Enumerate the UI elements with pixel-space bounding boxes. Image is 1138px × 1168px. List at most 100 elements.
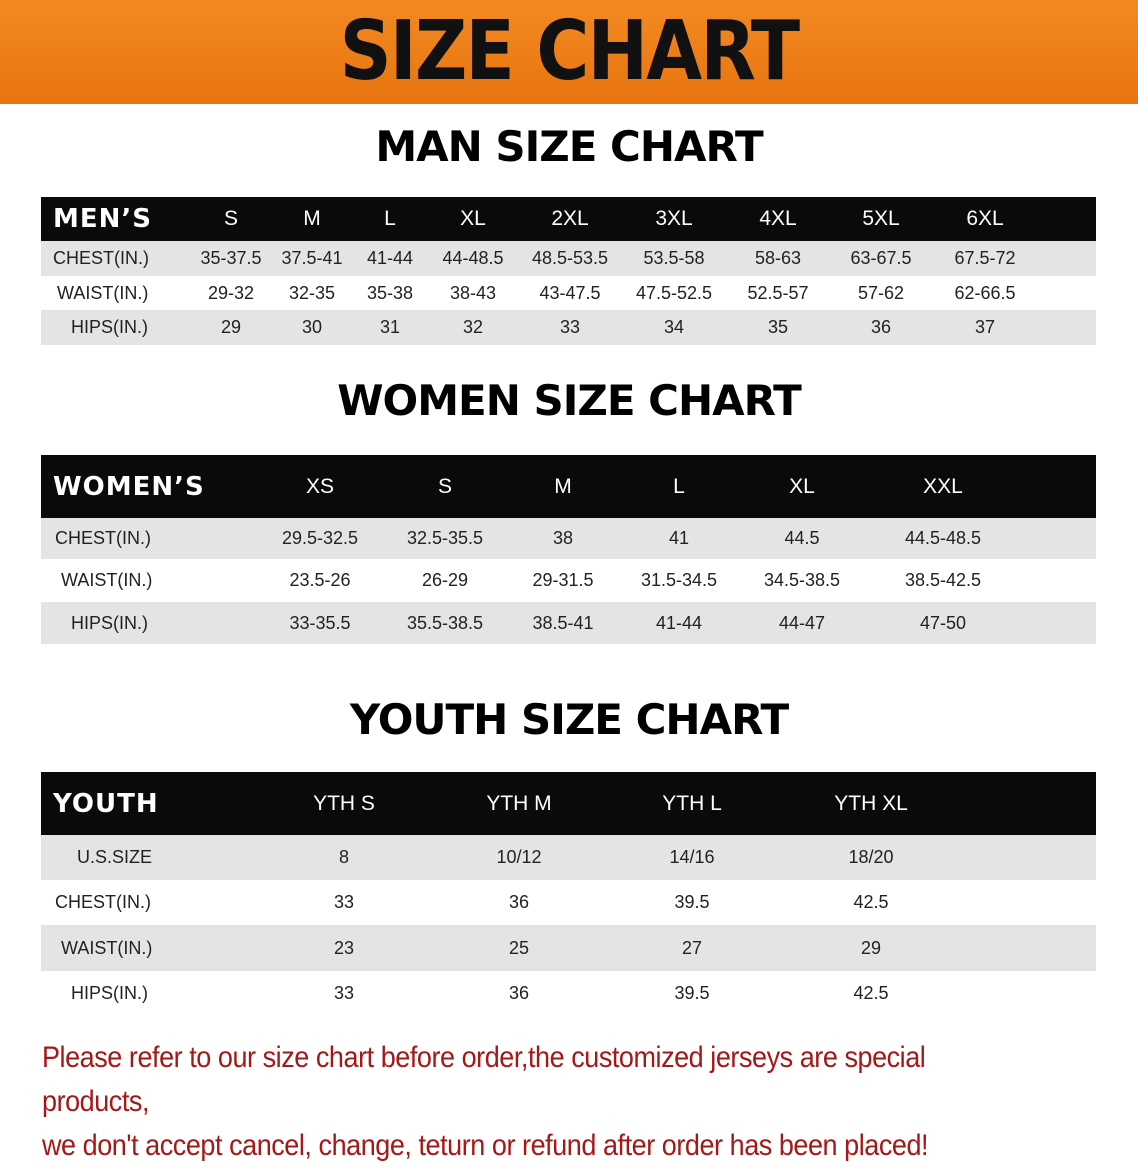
size-value: 44.5-48.5 xyxy=(904,528,982,548)
size-value: 52.5-57 xyxy=(747,282,809,303)
size-value: 27 xyxy=(681,937,703,958)
size-value: YTH XL xyxy=(834,791,908,815)
row-label: MEN’S xyxy=(53,204,152,234)
row-label: CHEST(IN.) xyxy=(55,892,151,912)
size-value: XL xyxy=(460,207,486,230)
size-value: 39.5 xyxy=(674,983,710,1003)
size-value: XS xyxy=(305,474,335,498)
size-value: 10/12 xyxy=(496,847,542,867)
order-notice: Please refer to our size chart before or… xyxy=(42,1036,1014,1168)
size-value: 58-63 xyxy=(754,248,802,268)
size-value: 33 xyxy=(559,317,581,337)
size-value: 4XL xyxy=(759,207,797,230)
size-value: 62-66.5 xyxy=(954,282,1016,303)
size-value: 53.5-58 xyxy=(643,248,705,268)
size-value: 18/20 xyxy=(848,847,894,867)
table-row: WAIST(IN.) 23 25 27 29 xyxy=(41,925,1096,971)
table-row: CHEST(IN.) 33 36 39.5 42.5 xyxy=(41,880,1096,925)
size-value: 47-50 xyxy=(919,612,967,633)
size-value: 36 xyxy=(870,317,892,337)
size-value: 26-29 xyxy=(421,570,469,590)
notice-line: Please refer to our size chart before or… xyxy=(42,1041,926,1118)
size-value: 44-47 xyxy=(778,612,826,633)
size-value: 32-35 xyxy=(288,282,336,303)
row-label: HIPS(IN.) xyxy=(71,983,149,1003)
header-row: WOMEN’S XS S M L XL XXL xyxy=(41,455,1096,518)
youth-size-table: YOUTH YTH S YTH M YTH L YTH XL U.S.SIZE 8 10/12… xyxy=(41,772,1096,1016)
size-value: 5XL xyxy=(862,207,900,230)
size-value: 29-31.5 xyxy=(532,570,594,590)
header-row: MEN’S S M L XL 2XL 3XL 4XL 5XL 6XL xyxy=(41,197,1096,241)
table-row: CHEST(IN.) 35-37.5 37.5-41 41-44 44-48.5 48.5… xyxy=(41,241,1096,276)
row-label: WAIST(IN.) xyxy=(61,570,153,590)
size-value: 29 xyxy=(860,937,882,958)
size-value: 39.5 xyxy=(674,892,710,912)
size-value: S xyxy=(223,207,239,230)
size-value: 48.5-53.5 xyxy=(531,248,609,268)
size-value: 37 xyxy=(974,317,996,337)
size-value: 33 xyxy=(333,983,355,1003)
row-label: HIPS(IN.) xyxy=(71,317,149,337)
size-value: 43-47.5 xyxy=(539,282,601,303)
size-value: 38.5-41 xyxy=(532,612,594,633)
table-row: CHEST(IN.) 29.5-32.5 32.5-35.5 38 41 44.5 44.5… xyxy=(41,518,1096,559)
size-value: 47.5-52.5 xyxy=(635,282,713,303)
size-value: 67.5-72 xyxy=(954,248,1016,268)
row-label: CHEST(IN.) xyxy=(53,248,149,268)
header-row: YOUTH YTH S YTH M YTH L YTH XL xyxy=(41,772,1096,835)
table-row: HIPS(IN.) 33-35.5 35.5-38.5 38.5-41 41-44 44-… xyxy=(41,602,1096,644)
size-value: 29.5-32.5 xyxy=(281,528,359,548)
size-value: YTH S xyxy=(313,791,375,815)
size-value: 36 xyxy=(508,983,530,1003)
size-value: 6XL xyxy=(966,207,1004,230)
size-value: 14/16 xyxy=(669,847,715,867)
size-value: 44.5 xyxy=(784,528,820,548)
women-size-table: WOMEN’S XS S M L XL XXL CHEST(IN.) 29.5-32.5 32.5… xyxy=(41,455,1096,644)
youth-title: YOUTH SIZE CHART xyxy=(349,695,789,744)
size-value: 32 xyxy=(462,317,484,337)
size-value: 38.5-42.5 xyxy=(904,570,982,590)
size-value: XL xyxy=(789,474,815,498)
size-value: L xyxy=(384,207,396,230)
size-value: 42.5 xyxy=(853,892,889,912)
table-row: HIPS(IN.) 29 30 31 32 33 34 35 36 37 xyxy=(41,310,1096,345)
size-value: 33-35.5 xyxy=(289,612,351,633)
size-value: XXL xyxy=(923,474,963,498)
size-value: 35 xyxy=(767,317,789,337)
size-value: 29 xyxy=(220,317,242,337)
size-value: 57-62 xyxy=(857,282,905,303)
size-value: 36 xyxy=(508,892,530,912)
men-size-table: MEN’S S M L XL 2XL 3XL 4XL 5XL 6XL CHEST(IN.) 35-37… xyxy=(41,197,1096,345)
size-value: 35.5-38.5 xyxy=(406,612,484,633)
size-value: YTH M xyxy=(486,791,552,815)
size-value: 33 xyxy=(333,892,355,912)
row-label: WAIST(IN.) xyxy=(61,937,153,958)
size-value: M xyxy=(554,474,572,498)
size-value: 25 xyxy=(508,937,530,958)
size-value: 3XL xyxy=(655,207,693,230)
size-value: S xyxy=(437,474,453,498)
size-value: YTH L xyxy=(662,791,722,815)
size-value: 37.5-41 xyxy=(281,248,343,268)
row-label: WAIST(IN.) xyxy=(57,282,149,303)
size-value: 41-44 xyxy=(655,612,703,633)
size-value: 34.5-38.5 xyxy=(763,570,841,590)
size-value: 32.5-35.5 xyxy=(406,528,484,548)
size-value: 8 xyxy=(338,847,350,867)
table-row: U.S.SIZE 8 10/12 14/16 18/20 xyxy=(41,835,1096,880)
size-value: 63-67.5 xyxy=(850,248,912,268)
row-label: U.S.SIZE xyxy=(77,847,153,867)
size-value: 34 xyxy=(663,317,685,337)
size-value: M xyxy=(303,207,321,230)
size-value: 44-48.5 xyxy=(442,248,504,268)
size-value: 23.5-26 xyxy=(289,570,351,590)
table-row: WAIST(IN.) 23.5-26 26-29 29-31.5 31.5-34.5 34… xyxy=(41,559,1096,602)
banner: SIZE CHART xyxy=(0,0,1138,104)
row-label: WOMEN’S xyxy=(53,471,205,502)
size-value: 31.5-34.5 xyxy=(640,570,718,590)
size-value: 41-44 xyxy=(366,248,414,268)
notice-line: we don't accept cancel, change, teturn o… xyxy=(42,1129,929,1162)
size-value: 38-43 xyxy=(449,282,497,303)
size-value: 35-37.5 xyxy=(200,248,262,268)
size-value: 29-32 xyxy=(207,282,255,303)
